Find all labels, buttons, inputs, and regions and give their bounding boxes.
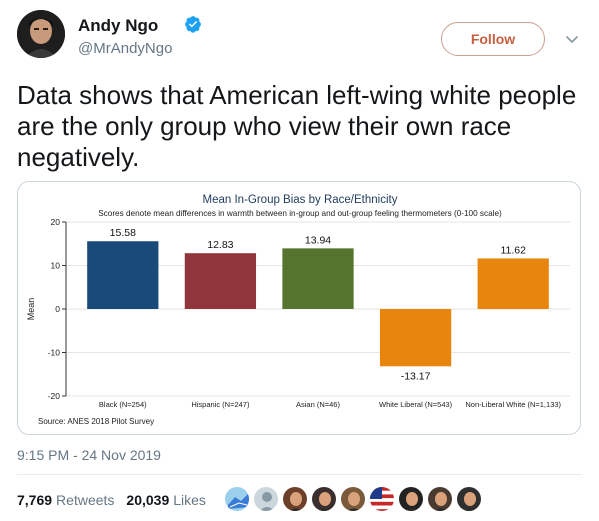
likes-count: 20,039	[126, 492, 170, 508]
x-tick-label: White Liberal (N=543)	[379, 400, 453, 409]
verified-badge-icon	[185, 16, 201, 33]
bar-chart: Mean In-Group Bias by Race/Ethnicity Scor…	[26, 194, 570, 426]
likes-stat[interactable]: 20,039 Likes	[126, 492, 206, 508]
face-avatar-icon[interactable]	[282, 486, 308, 512]
author-name[interactable]: Andy Ngo	[78, 16, 159, 35]
bar-3	[379, 309, 452, 367]
retweets-stat[interactable]: 7,769 Retweets	[17, 492, 114, 508]
y-axis-label: Mean	[26, 298, 36, 321]
author-avatar[interactable]	[17, 10, 65, 58]
bar-2	[282, 248, 354, 309]
bar-1	[184, 253, 257, 309]
y-tick-label: -10	[48, 348, 61, 358]
follow-button[interactable]: Follow	[441, 22, 545, 56]
map-avatar-icon[interactable]	[224, 486, 250, 512]
chart-image[interactable]: Mean In-Group Bias by Race/Ethnicity Scor…	[17, 181, 581, 435]
tweet-header: Andy Ngo @MrAndyNgo Follow	[17, 10, 582, 66]
x-tick-label: Hispanic (N=247)	[191, 400, 250, 409]
face-avatar-icon[interactable]	[311, 486, 337, 512]
tweet-timestamp[interactable]: 9:15 PM - 24 Nov 2019	[17, 447, 161, 463]
flag-avatar-icon[interactable]	[369, 486, 395, 512]
chart-title: Mean In-Group Bias by Race/Ethnicity	[203, 194, 398, 206]
bar-4	[477, 258, 549, 309]
chart-subtitle: Scores denote mean differences in warmth…	[98, 209, 502, 218]
y-tick-label: 20	[51, 217, 61, 227]
bar-value-label: 13.94	[305, 234, 331, 246]
engagement-stats: 7,769 Retweets 20,039 Likes	[17, 484, 218, 516]
x-tick-label: Non-Liberal White (N=1,133)	[465, 400, 561, 409]
y-tick-label: 0	[55, 304, 60, 314]
bar-0	[87, 241, 159, 309]
tweet-text: Data shows that American left-wing white…	[17, 80, 577, 172]
chart-source-note: Source: ANES 2018 Pilot Survey	[38, 417, 154, 426]
y-tick-label: -20	[48, 391, 61, 401]
bar-value-label: 15.58	[110, 227, 136, 239]
x-tick-label: Black (N=254)	[99, 400, 147, 409]
x-tick-label: Asian (N=46)	[296, 400, 340, 409]
retweets-count: 7,769	[17, 492, 53, 508]
bar-value-label: 11.62	[500, 244, 526, 256]
chevron-down-icon[interactable]	[563, 30, 581, 48]
bar-value-label: 12.83	[207, 239, 233, 251]
retweets-label: Retweets	[56, 492, 115, 508]
face-avatar-icon[interactable]	[340, 486, 366, 512]
face-avatar-icon[interactable]	[398, 486, 424, 512]
face-avatar-icon[interactable]	[456, 486, 482, 512]
author-handle[interactable]: @MrAndyNgo	[78, 40, 173, 57]
default-avatar-icon[interactable]	[253, 486, 279, 512]
y-tick-label: 10	[51, 261, 61, 271]
likes-label: Likes	[173, 492, 206, 508]
face-avatar-icon[interactable]	[427, 486, 453, 512]
divider	[17, 474, 582, 475]
bar-value-label: -13.17	[401, 370, 431, 382]
